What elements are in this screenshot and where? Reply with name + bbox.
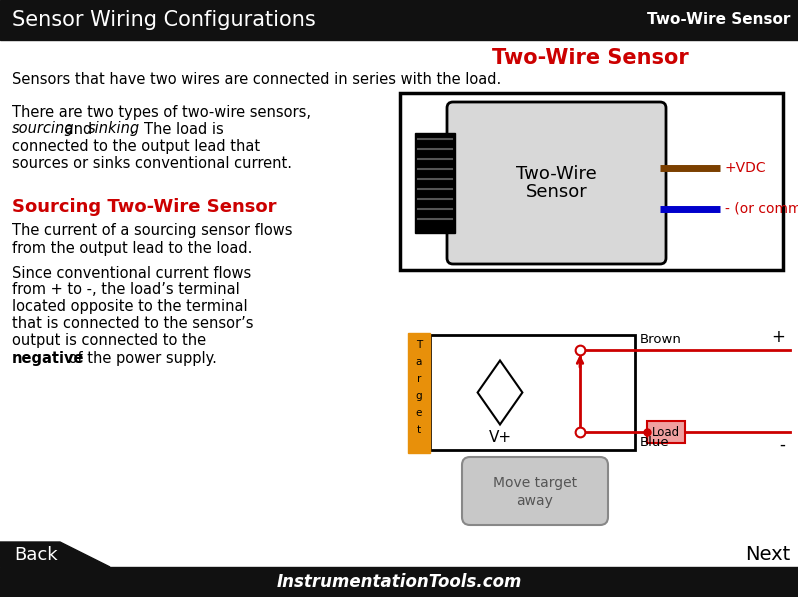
Text: Two-Wire: Two-Wire [516,165,597,183]
Text: Sensor: Sensor [526,183,587,201]
Text: InstrumentationTools.com: InstrumentationTools.com [276,573,522,591]
Text: +VDC: +VDC [725,161,767,175]
Text: of the power supply.: of the power supply. [64,350,217,365]
Text: Sensor Wiring Configurations: Sensor Wiring Configurations [12,10,316,30]
Bar [0,0,798,40]
Text: V+: V+ [488,430,512,445]
Text: and: and [60,122,97,137]
Text: sourcing: sourcing [12,122,74,137]
Text: -: - [779,436,785,454]
Text: Two-Wire Sensor: Two-Wire Sensor [492,48,689,68]
FancyBboxPatch shape [447,102,666,264]
Text: sinking: sinking [88,122,140,137]
Bar [647,421,685,443]
Text: T: T [416,340,422,350]
Text: Brown: Brown [640,333,681,346]
Text: There are two types of two-wire sensors,: There are two types of two-wire sensors, [12,104,311,119]
Text: sources or sinks conventional current.: sources or sinks conventional current. [12,155,292,171]
Bar [400,93,783,270]
Text: Next: Next [745,546,790,565]
Bar [408,333,430,453]
Text: negative: negative [12,350,85,365]
Text: t: t [417,425,421,435]
Text: from the output lead to the load.: from the output lead to the load. [12,241,252,256]
Bar [415,133,455,233]
Text: a: a [416,357,422,367]
Text: Move target: Move target [493,476,577,490]
Text: r: r [417,374,421,384]
Text: away: away [516,494,554,508]
Text: g: g [416,391,422,401]
Text: .  The load is: . The load is [130,122,223,137]
Text: Back: Back [14,546,57,564]
Text: Blue: Blue [640,436,670,449]
FancyBboxPatch shape [462,457,608,525]
Text: Two-Wire Sensor: Two-Wire Sensor [646,13,790,27]
Text: Sensors that have two wires are connected in series with the load.: Sensors that have two wires are connecte… [12,72,501,88]
Bar [0,567,798,597]
Text: The current of a sourcing sensor flows: The current of a sourcing sensor flows [12,223,293,238]
Text: e: e [416,408,422,418]
Text: located opposite to the terminal: located opposite to the terminal [12,300,247,315]
Text: from + to -, the load’s terminal: from + to -, the load’s terminal [12,282,239,297]
Text: Load: Load [652,426,680,439]
Text: that is connected to the sensor’s: that is connected to the sensor’s [12,316,254,331]
Text: Sourcing Two-Wire Sensor: Sourcing Two-Wire Sensor [12,198,276,216]
Text: - (or common): - (or common) [725,202,798,216]
Text: +: + [771,328,785,346]
Text: Since conventional current flows: Since conventional current flows [12,266,251,281]
Text: connected to the output lead that: connected to the output lead that [12,139,260,153]
Text: output is connected to the: output is connected to the [12,334,206,349]
Bar [430,335,635,450]
Polygon shape [0,542,110,567]
